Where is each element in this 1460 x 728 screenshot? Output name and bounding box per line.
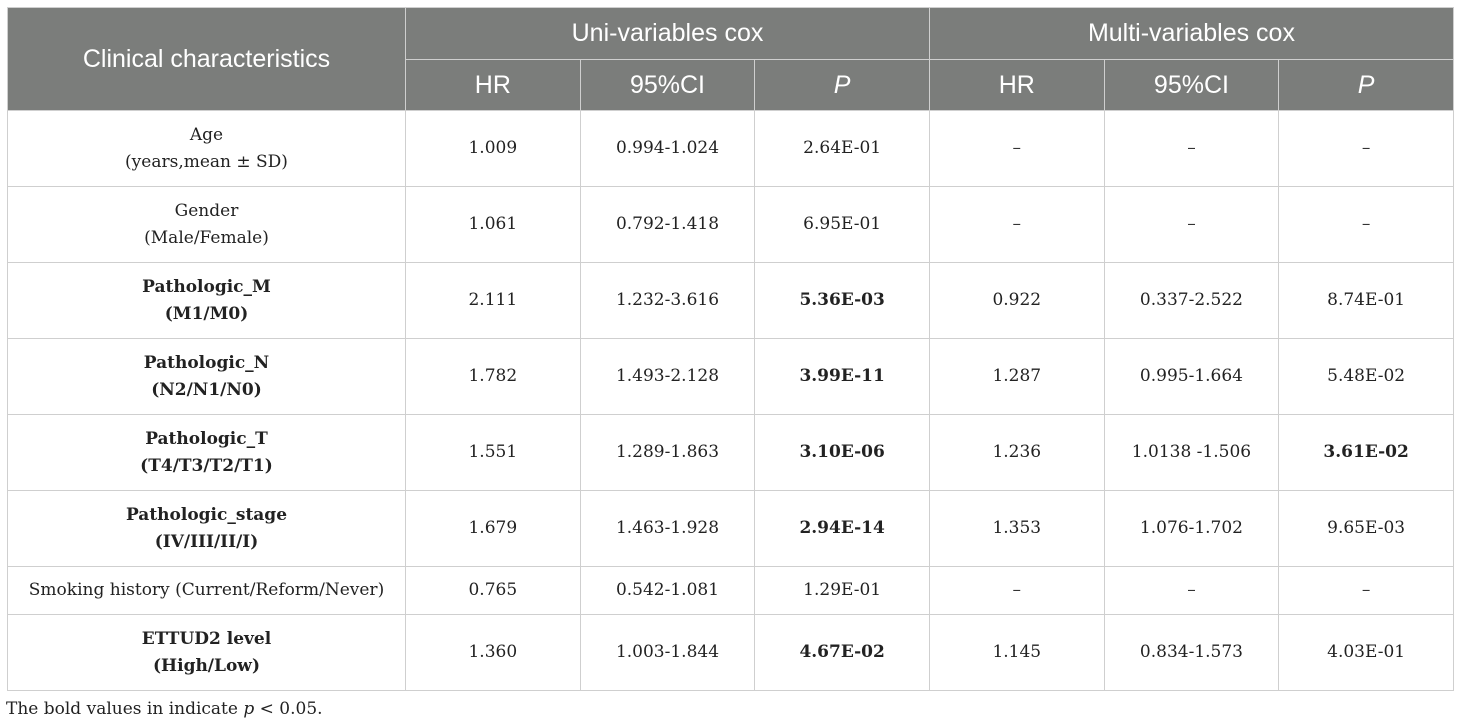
table-header: Clinical characteristics Uni-variables c… (7, 7, 1454, 111)
row-label-name: ETTUD2 level (141, 628, 272, 649)
uni-ci-cell: 1.493-2.128 (579, 338, 756, 415)
row-label-detail: (T4/T3/T2/T1) (140, 455, 273, 476)
multi-p-cell: 3.61E-02 (1278, 414, 1454, 491)
row-label-detail: (Male/Female) (144, 227, 269, 248)
uni-p-cell: 6.95E-01 (754, 186, 930, 263)
table-footnote: The bold values in indicate p < 0.05. (6, 699, 323, 719)
row-label-detail: (M1/M0) (164, 303, 249, 324)
table-row-age: Age (years,mean ± SD) 1.009 0.994-1.024 2… (7, 110, 1454, 187)
uni-hr-cell: 1.551 (405, 414, 581, 491)
table-row-pathologic-stage: Pathologic_stage (IV/III/II/I) 1.679 1.46… (7, 490, 1454, 567)
header-uni-ci: 95%CI (579, 59, 756, 111)
cox-regression-table: Clinical characteristics Uni-variables c… (7, 7, 1454, 691)
multi-hr-cell: 1.353 (928, 490, 1105, 567)
row-label: ETTUD2 level (High/Low) (7, 614, 406, 691)
table-row-pathologic-n: Pathologic_N (N2/N1/N0) 1.782 1.493-2.128… (7, 338, 1454, 415)
header-uni-variables-cox: Uni-variables cox (405, 7, 930, 60)
row-label: Pathologic_M (M1/M0) (7, 262, 406, 339)
uni-hr-cell: 2.111 (405, 262, 581, 339)
table-row-smoking-history: Smoking history (Current/Reform/Never) 0… (7, 566, 1454, 615)
table-row-pathologic-t: Pathologic_T (T4/T3/T2/T1) 1.551 1.289-1.… (7, 414, 1454, 491)
uni-p-cell: 5.36E-03 (754, 262, 930, 339)
uni-ci-cell: 1.003-1.844 (579, 614, 756, 691)
multi-hr-cell: 1.236 (928, 414, 1105, 491)
row-label-detail: (N2/N1/N0) (151, 379, 262, 400)
multi-p-cell: 4.03E-01 (1278, 614, 1454, 691)
uni-p-cell: 3.99E-11 (754, 338, 930, 415)
header-multi-ci: 95%CI (1103, 59, 1280, 111)
multi-ci-cell: 0.995-1.664 (1103, 338, 1280, 415)
multi-p-cell: 8.74E-01 (1278, 262, 1454, 339)
header-multi-variables-cox: Multi-variables cox (928, 7, 1454, 60)
row-label-name: Pathologic_stage (125, 504, 288, 525)
multi-p-cell: – (1278, 186, 1454, 263)
multi-hr-cell: 0.922 (928, 262, 1105, 339)
uni-p-cell: 2.64E-01 (754, 110, 930, 187)
uni-hr-cell: 1.782 (405, 338, 581, 415)
multi-ci-cell: – (1103, 186, 1280, 263)
uni-ci-cell: 1.232-3.616 (579, 262, 756, 339)
multi-ci-cell: 1.076-1.702 (1103, 490, 1280, 567)
row-label-name: Pathologic_N (143, 352, 270, 373)
multi-ci-cell: 0.337-2.522 (1103, 262, 1280, 339)
table-row-gender: Gender (Male/Female) 1.061 0.792-1.418 6.… (7, 186, 1454, 263)
row-label-name: Smoking history (Current/Reform/Never) (28, 580, 385, 600)
multi-ci-cell: 0.834-1.573 (1103, 614, 1280, 691)
uni-p-cell: 1.29E-01 (754, 566, 930, 615)
multi-hr-cell: – (928, 566, 1105, 615)
footnote-threshold: < 0.05. (259, 699, 323, 719)
row-label: Pathologic_T (T4/T3/T2/T1) (7, 414, 406, 491)
uni-hr-cell: 1.061 (405, 186, 581, 263)
uni-hr-cell: 1.360 (405, 614, 581, 691)
header-uni-p: P (754, 59, 930, 111)
uni-ci-cell: 1.463-1.928 (579, 490, 756, 567)
uni-hr-cell: 0.765 (405, 566, 581, 615)
row-label: Smoking history (Current/Reform/Never) (7, 566, 406, 615)
multi-ci-cell: 1.0138 -1.506 (1103, 414, 1280, 491)
uni-p-cell: 3.10E-06 (754, 414, 930, 491)
multi-p-cell: – (1278, 110, 1454, 187)
multi-ci-cell: – (1103, 110, 1280, 187)
table-body: Age (years,mean ± SD) 1.009 0.994-1.024 2… (7, 110, 1454, 691)
header-multi-hr: HR (928, 59, 1105, 111)
multi-p-cell: – (1278, 566, 1454, 615)
header-clinical-characteristics: Clinical characteristics (7, 7, 406, 111)
multi-hr-cell: – (928, 110, 1105, 187)
uni-hr-cell: 1.679 (405, 490, 581, 567)
row-label-detail: (High/Low) (153, 655, 260, 676)
uni-p-cell: 2.94E-14 (754, 490, 930, 567)
uni-ci-cell: 0.792-1.418 (579, 186, 756, 263)
row-label-name: Pathologic_M (142, 276, 271, 297)
row-label: Pathologic_stage (IV/III/II/I) (7, 490, 406, 567)
row-label: Gender (Male/Female) (7, 186, 406, 263)
uni-ci-cell: 0.542-1.081 (579, 566, 756, 615)
multi-p-cell: 5.48E-02 (1278, 338, 1454, 415)
row-label-name: Age (189, 124, 224, 145)
uni-p-cell: 4.67E-02 (754, 614, 930, 691)
row-label-name: Pathologic_T (145, 428, 268, 449)
row-label: Pathologic_N (N2/N1/N0) (7, 338, 406, 415)
footnote-text: The bold values in indicate (6, 699, 238, 719)
table-row-pathologic-m: Pathologic_M (M1/M0) 2.111 1.232-3.616 5.… (7, 262, 1454, 339)
uni-ci-cell: 0.994-1.024 (579, 110, 756, 187)
multi-hr-cell: 1.145 (928, 614, 1105, 691)
multi-hr-cell: – (928, 186, 1105, 263)
footnote-p-symbol: p (243, 699, 255, 719)
multi-p-cell: 9.65E-03 (1278, 490, 1454, 567)
multi-ci-cell: – (1103, 566, 1280, 615)
row-label: Age (years,mean ± SD) (7, 110, 406, 187)
row-label-detail: (IV/III/II/I) (154, 531, 259, 552)
table-row-ettud2-level: ETTUD2 level (High/Low) 1.360 1.003-1.844… (7, 614, 1454, 691)
uni-ci-cell: 1.289-1.863 (579, 414, 756, 491)
row-label-detail: (years,mean ± SD) (125, 151, 288, 172)
row-label-name: Gender (174, 200, 239, 221)
header-uni-hr: HR (405, 59, 581, 111)
uni-hr-cell: 1.009 (405, 110, 581, 187)
header-multi-p: P (1278, 59, 1454, 111)
multi-hr-cell: 1.287 (928, 338, 1105, 415)
cox-regression-table-container: Clinical characteristics Uni-variables c… (7, 7, 1454, 691)
